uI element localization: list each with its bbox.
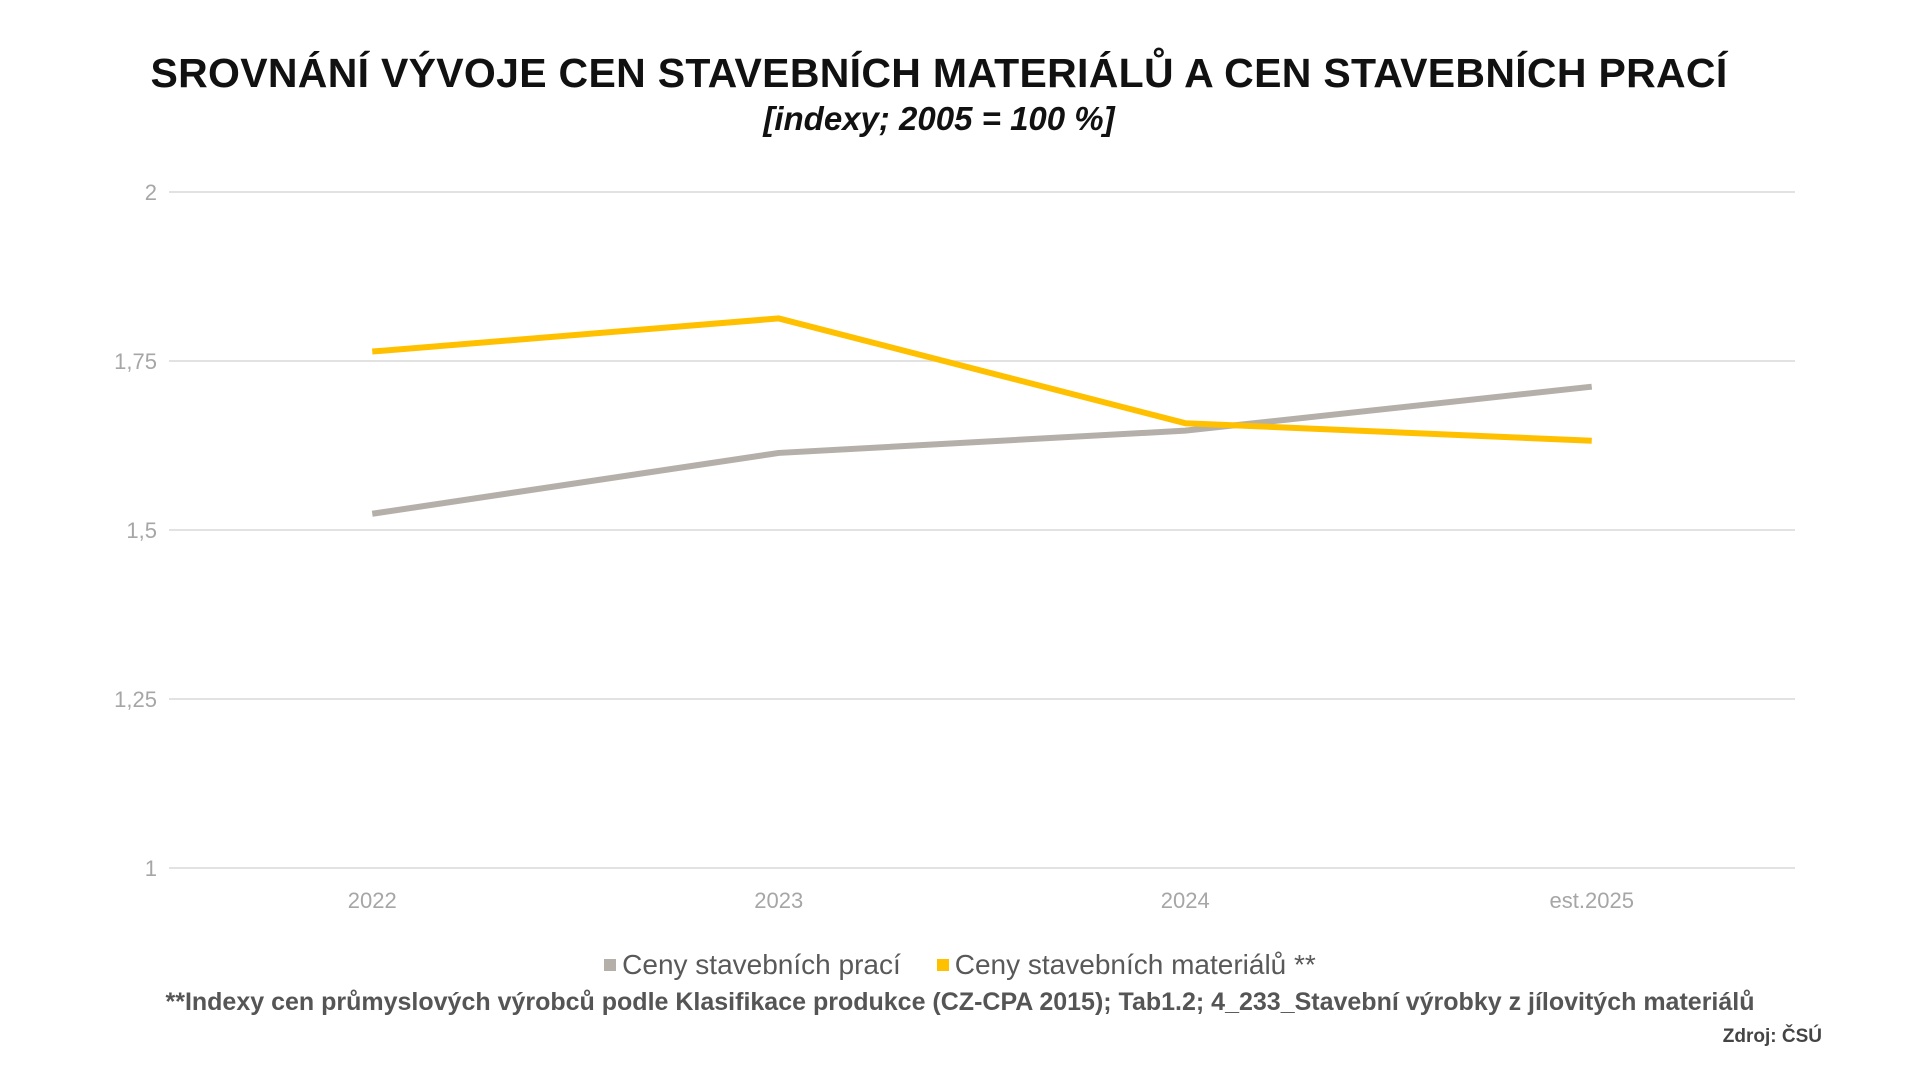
- x-tick-label: 2024: [1161, 888, 1210, 913]
- source-note: Zdroj: ČSÚ: [1722, 1026, 1822, 1047]
- footnote: **Indexy cen průmyslových výrobců podle …: [165, 988, 1755, 1016]
- legend-item: Ceny stavebních prací: [604, 949, 901, 981]
- chart-title: SROVNÁNÍ VÝVOJE CEN STAVEBNÍCH MATERIÁLŮ…: [150, 50, 1728, 96]
- series-line-2: [372, 315, 1592, 444]
- legend-label: Ceny stavebních materiálů **: [954, 949, 1316, 980]
- chart-subtitle: [indexy; 2005 = 100 %]: [763, 100, 1115, 137]
- legend-label: Ceny stavebních prací: [622, 949, 901, 980]
- legend: Ceny stavebních prací Ceny stavebních mat…: [0, 946, 1920, 981]
- legend-swatch: [936, 959, 949, 971]
- y-tick-label: 1,75: [114, 349, 157, 374]
- y-tick-label: 1,25: [114, 687, 157, 712]
- x-tick-label: est.2025: [1550, 888, 1634, 913]
- legend-swatch: [604, 959, 617, 971]
- legend-item: Ceny stavebních materiálů **: [936, 949, 1316, 981]
- y-tick-label: 1: [145, 856, 157, 881]
- y-tick-label: 1,5: [126, 518, 157, 543]
- x-tick-label: 2023: [754, 888, 803, 913]
- series-line-1: [371, 383, 1593, 517]
- y-tick-label: 2: [145, 180, 157, 205]
- x-tick-label: 2022: [348, 888, 397, 913]
